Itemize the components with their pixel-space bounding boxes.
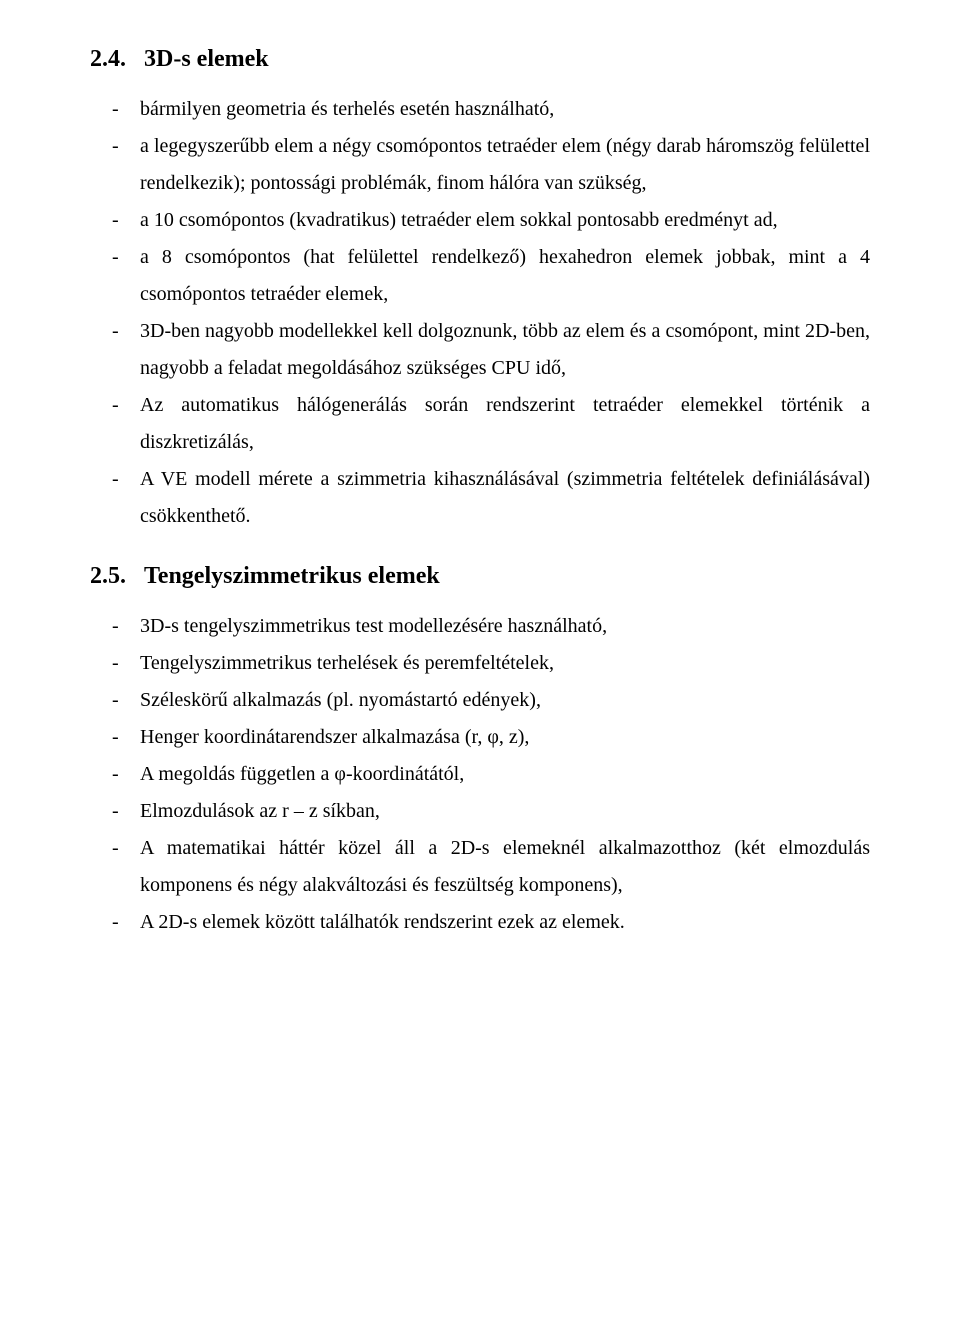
list-item: A VE modell mérete a szimmetria kihaszná… [90, 461, 870, 535]
section-title: 3D-s elemek [144, 46, 269, 72]
section-title: Tengelyszimmetrikus elemek [144, 563, 440, 589]
section-number: 2.4. [90, 46, 126, 73]
list-item: bármilyen geometria és terhelés esetén h… [90, 91, 870, 128]
list-item: a 10 csomópontos (kvadratikus) tetraéder… [90, 202, 870, 239]
list-item: Elmozdulások az r – z síkban, [90, 793, 870, 830]
list-item: A 2D-s elemek között találhatók rendszer… [90, 904, 870, 941]
section-24-list: bármilyen geometria és terhelés esetén h… [90, 91, 870, 535]
document-page: 2.4. 3D-s elemek bármilyen geometria és t… [0, 0, 960, 1009]
list-item: a 8 csomópontos (hat felülettel rendelke… [90, 239, 870, 313]
list-item: Tengelyszimmetrikus terhelések és peremf… [90, 645, 870, 682]
list-item: Henger koordinátarendszer alkalmazása (r… [90, 719, 870, 756]
section-25-list: 3D-s tengelyszimmetrikus test modellezés… [90, 608, 870, 941]
section-number: 2.5. [90, 563, 126, 590]
list-item: 3D-ben nagyobb modellekkel kell dolgoznu… [90, 313, 870, 387]
list-item: Az automatikus hálógenerálás során rends… [90, 387, 870, 461]
list-item: 3D-s tengelyszimmetrikus test modellezés… [90, 608, 870, 645]
section-heading-25: 2.5. Tengelyszimmetrikus elemek [90, 563, 870, 590]
list-item: Széleskörű alkalmazás (pl. nyomástartó e… [90, 682, 870, 719]
list-item: a legegyszerűbb elem a négy csomópontos … [90, 128, 870, 202]
list-item: A matematikai háttér közel áll a 2D-s el… [90, 830, 870, 904]
list-item: A megoldás független a φ-koordinátától, [90, 756, 870, 793]
section-heading-24: 2.4. 3D-s elemek [90, 46, 870, 73]
